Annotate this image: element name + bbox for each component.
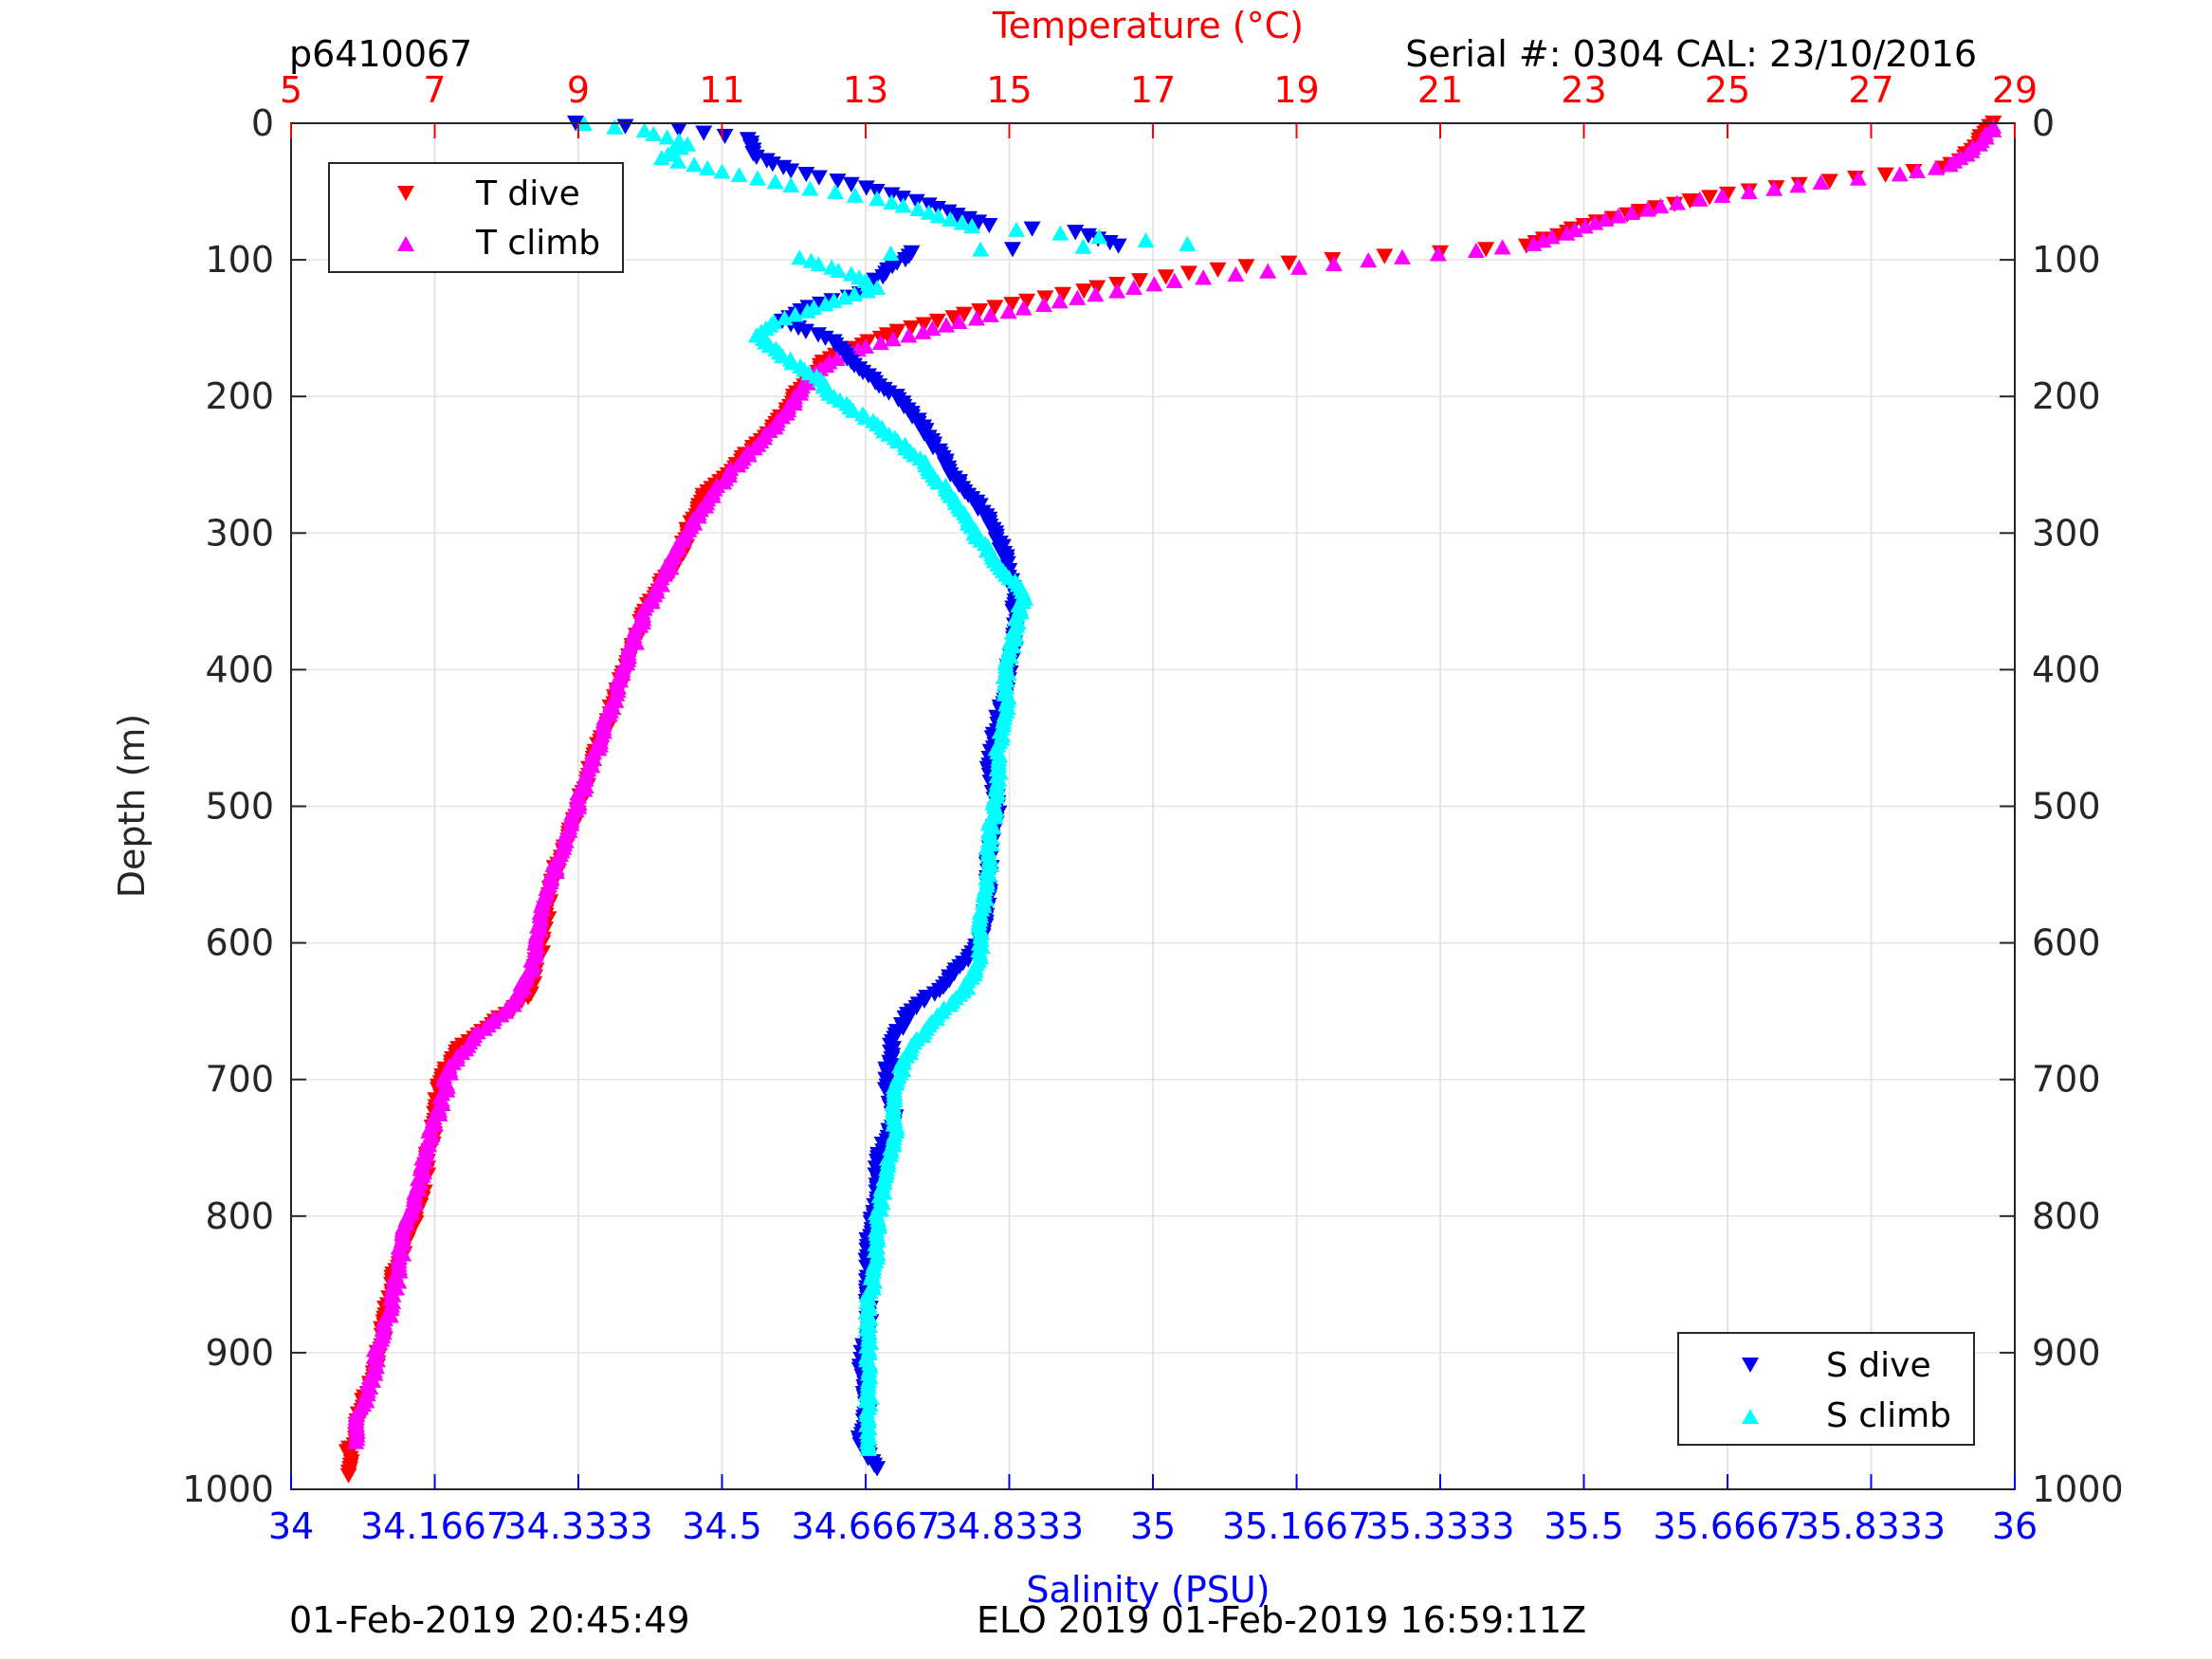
temperature-tick-label: 25 <box>1705 69 1750 111</box>
salinity-tick-label: 35 <box>1130 1505 1176 1547</box>
depth-tick-label-right: 0 <box>2032 102 2055 144</box>
temperature-tick-label: 7 <box>423 69 446 111</box>
temperature-tick-label: 13 <box>843 69 888 111</box>
salinity-tick-label: 34.5 <box>682 1505 762 1547</box>
temperature-tick-label: 17 <box>1130 69 1176 111</box>
salinity-axis-label: Salinity (PSU) <box>1026 1569 1270 1611</box>
depth-tick-label-right: 200 <box>2032 375 2101 417</box>
depth-tick-label-right: 700 <box>2032 1059 2101 1101</box>
legend-s-climb-label: S climb <box>1826 1396 1951 1435</box>
legend-salinity-box <box>1677 1332 1975 1446</box>
salinity-tick-label: 34.3333 <box>503 1505 652 1547</box>
depth-tick-label-right: 900 <box>2032 1332 2101 1374</box>
legend-t-climb-marker <box>397 236 414 251</box>
temperature-tick-label: 5 <box>280 69 302 111</box>
salinity-tick-label: 35.6667 <box>1653 1505 1801 1547</box>
depth-tick-label-left: 200 <box>205 375 274 417</box>
depth-tick-label-left: 0 <box>251 102 274 144</box>
depth-tick-label-right: 1000 <box>2032 1468 2124 1510</box>
legend-t-dive-label: T dive <box>475 174 580 213</box>
salinity-tick-label: 35.5 <box>1544 1505 1624 1547</box>
salinity-tick-label: 34 <box>268 1505 314 1547</box>
temperature-tick-label: 11 <box>699 69 744 111</box>
depth-tick-label-right: 600 <box>2032 922 2101 964</box>
temperature-tick-label: 21 <box>1417 69 1463 111</box>
tick-layer: 0 0 100 100 200 200 300 300 400 400 500 500 600 600 70… <box>182 69 2123 1547</box>
temperature-axis-label: Temperature (°C) <box>992 5 1304 46</box>
legend-t-dive-marker <box>397 186 414 201</box>
series-layer <box>338 115 2002 1484</box>
legend-salinity: S dive S climb <box>1677 1332 1975 1446</box>
series-s-climb <box>576 115 1197 1456</box>
legend-s-dive-marker <box>1742 1358 1759 1373</box>
legend-temperature: T dive T climb <box>328 162 624 273</box>
depth-tick-label-right: 500 <box>2032 786 2101 828</box>
salinity-tick-label: 34.1667 <box>360 1505 509 1547</box>
footer-timestamp: 01-Feb-2019 20:45:49 <box>289 1599 690 1641</box>
depth-tick-label-left: 1000 <box>182 1468 274 1510</box>
salinity-tick-label: 34.8333 <box>935 1505 1084 1547</box>
series-t-climb <box>347 118 2002 1449</box>
salinity-tick-label: 35.3333 <box>1365 1505 1514 1547</box>
depth-tick-label-right: 400 <box>2032 648 2101 690</box>
depth-tick-label-left: 500 <box>205 786 274 828</box>
depth-tick-label-left: 600 <box>205 922 274 964</box>
salinity-tick-label: 35.1667 <box>1222 1505 1371 1547</box>
temperature-tick-label: 23 <box>1561 69 1606 111</box>
depth-tick-label-left: 100 <box>205 239 274 281</box>
salinity-tick-label: 35.8333 <box>1797 1505 1946 1547</box>
depth-tick-label-left: 800 <box>205 1195 274 1237</box>
legend-temperature-box <box>328 162 624 273</box>
depth-tick-label-right: 300 <box>2032 512 2101 554</box>
depth-tick-label-right: 800 <box>2032 1195 2101 1237</box>
serial-calibration-label: Serial #: 0304 CAL: 23/10/2016 <box>1405 33 1977 75</box>
profile-id-label: p6410067 <box>289 33 472 75</box>
depth-tick-label-left: 400 <box>205 648 274 690</box>
series-markers-s-climb <box>576 115 1197 1456</box>
series-markers-t-climb <box>347 118 2002 1449</box>
temperature-tick-label: 27 <box>1848 69 1893 111</box>
legend-s-climb-marker <box>1742 1409 1759 1424</box>
legend-t-climb-label: T climb <box>475 224 600 263</box>
temperature-tick-label: 9 <box>567 69 590 111</box>
temperature-tick-label: 15 <box>986 69 1032 111</box>
depth-tick-label-left: 900 <box>205 1332 274 1374</box>
legend-s-dive-label: S dive <box>1826 1346 1931 1385</box>
temperature-tick-label: 19 <box>1273 69 1319 111</box>
salinity-tick-label: 34.6667 <box>791 1505 940 1547</box>
depth-tick-label-left: 300 <box>205 512 274 554</box>
depth-axis-label: Depth (m) <box>111 714 153 899</box>
depth-tick-label-right: 100 <box>2032 239 2101 281</box>
temperature-tick-label: 29 <box>1992 69 2038 111</box>
footer-mission-label: ELO 2019 01-Feb-2019 16:59:11Z <box>977 1599 1586 1641</box>
salinity-tick-label: 36 <box>1992 1505 2038 1547</box>
depth-tick-label-left: 700 <box>205 1059 274 1101</box>
